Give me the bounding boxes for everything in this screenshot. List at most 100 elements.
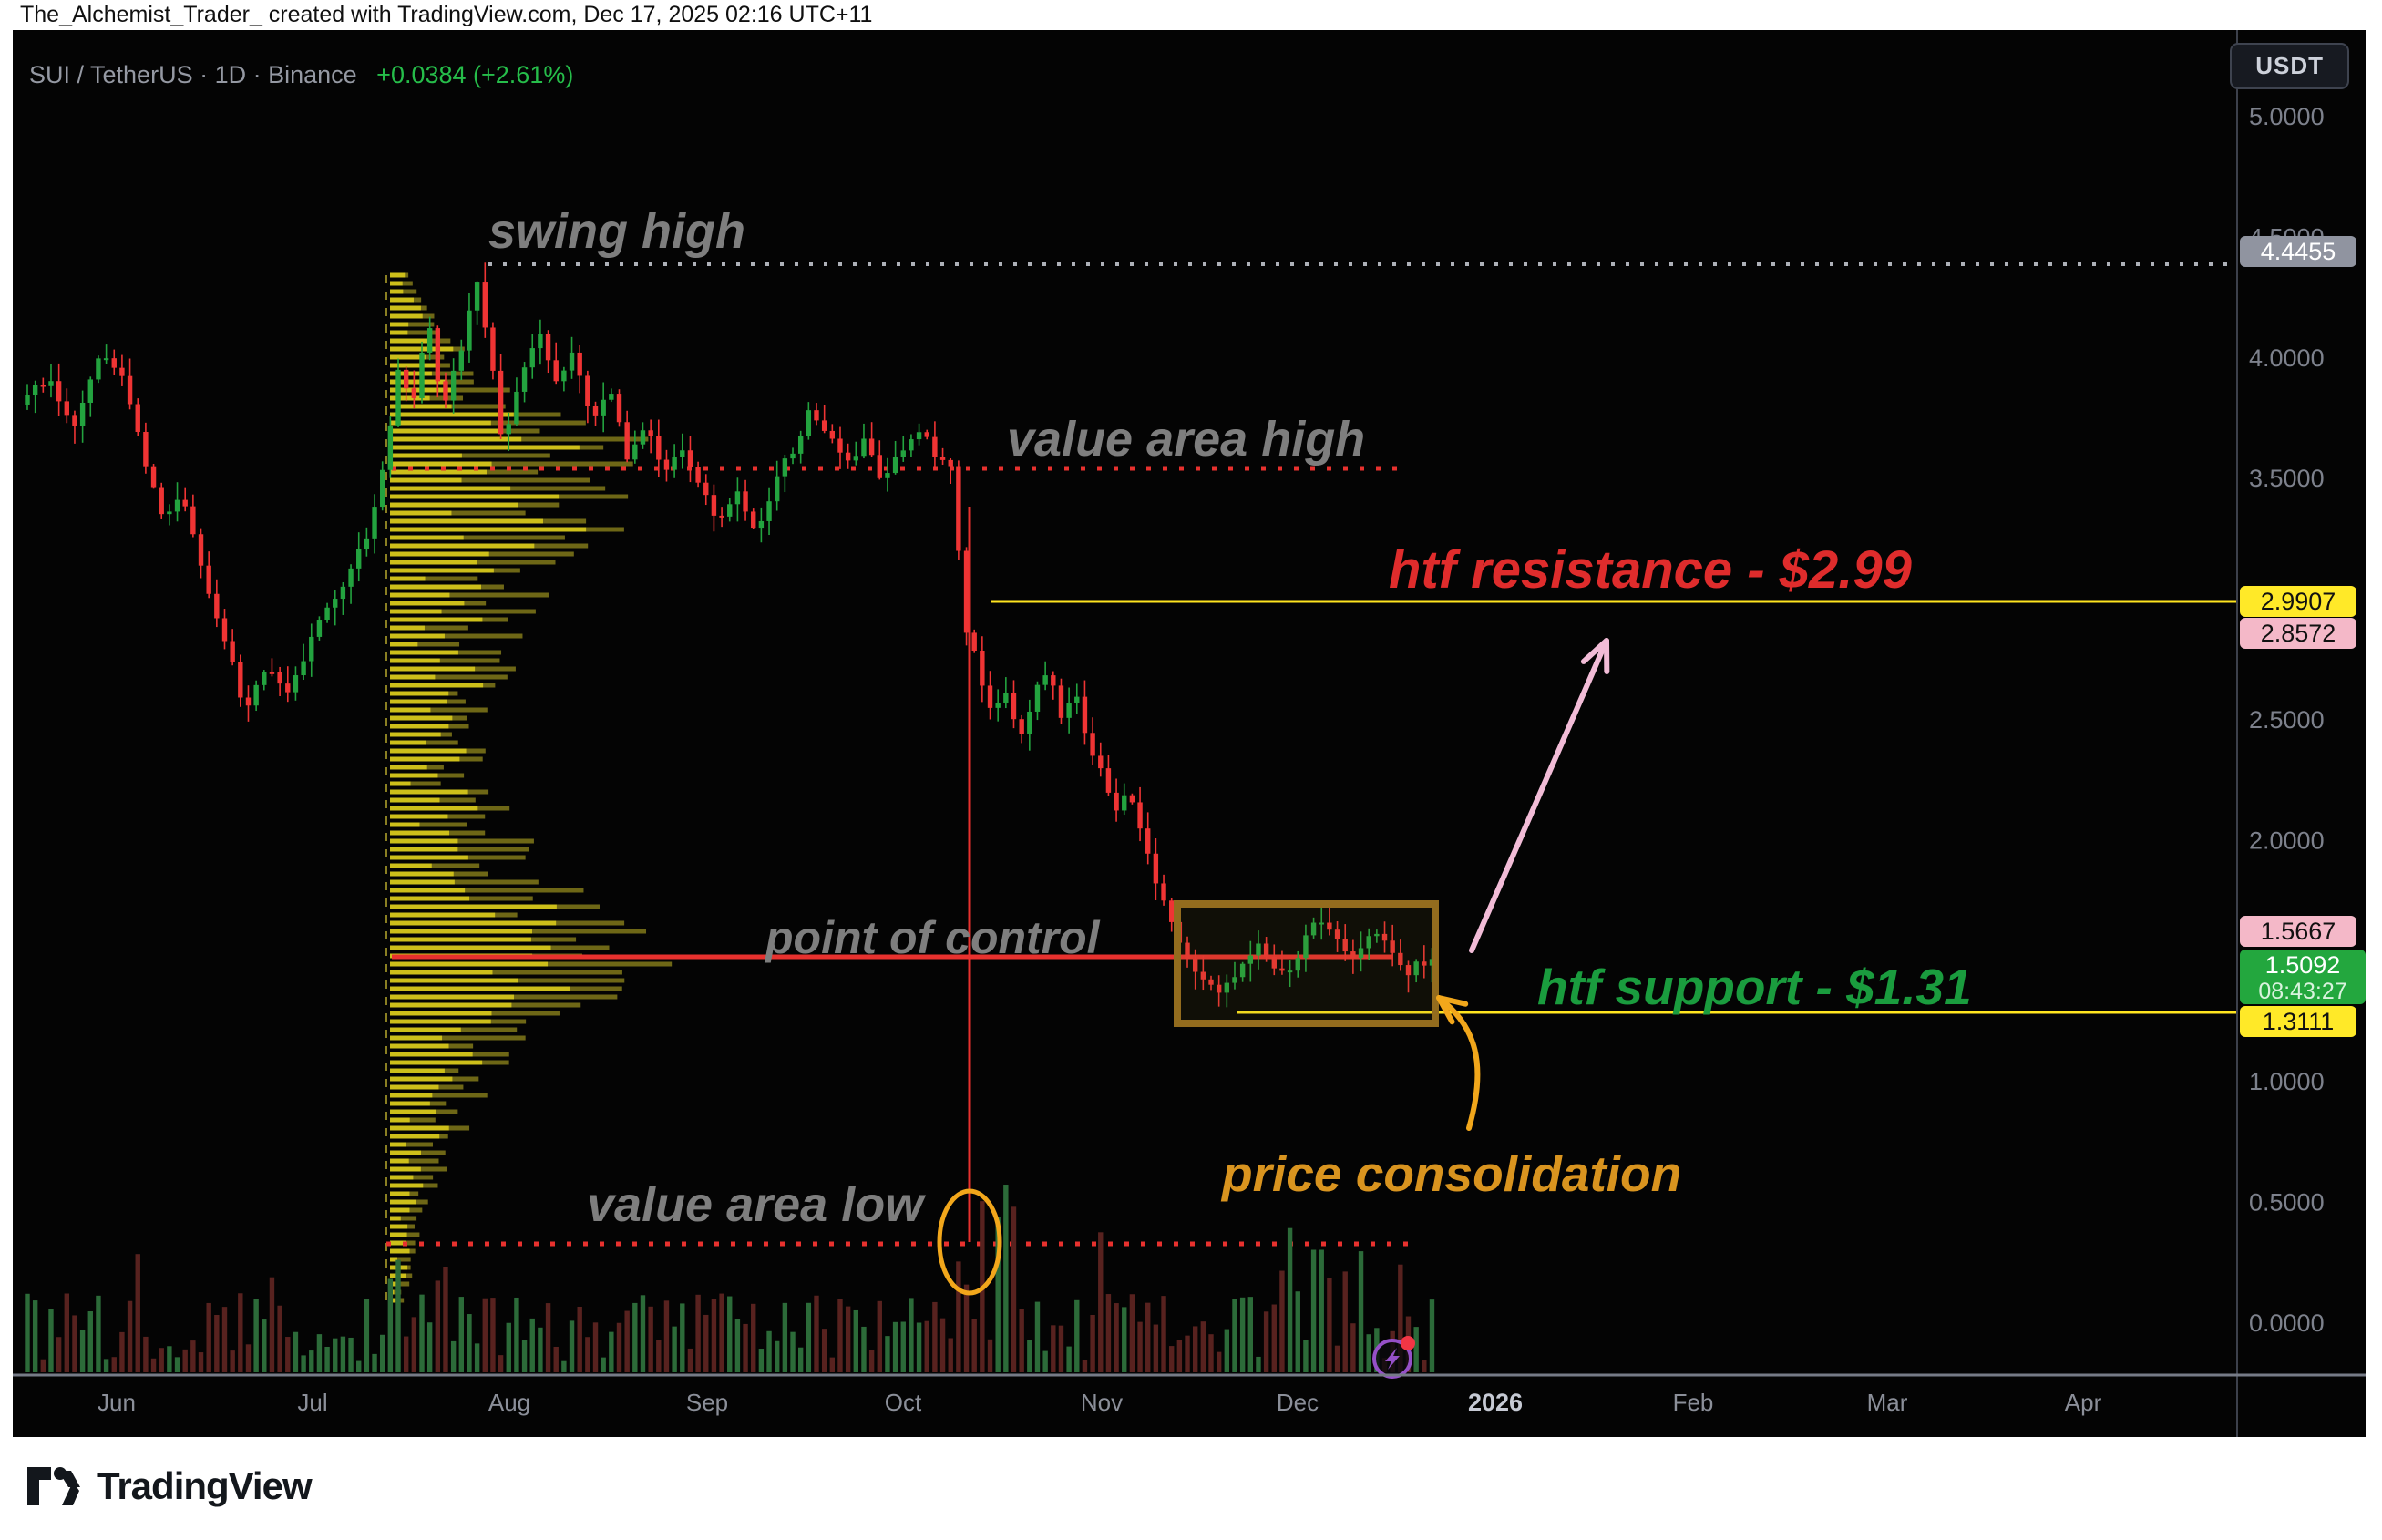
volume-bar (221, 1307, 228, 1372)
volume-bar (490, 1298, 496, 1372)
candle-body (932, 436, 938, 457)
pink-trend-arrow[interactable] (1469, 638, 1609, 953)
volume-profile-row-bright (390, 855, 468, 860)
chart-canvas[interactable]: swing high value area high htf resistance … (13, 30, 2366, 1437)
price-tick-label: 2.0000 (2249, 826, 2325, 854)
volume-bar (403, 1336, 409, 1372)
volume-bar (111, 1357, 117, 1372)
candle-body (1082, 696, 1088, 734)
chart-background[interactable] (13, 30, 2366, 1437)
volume-bar (609, 1331, 614, 1372)
candle-body (829, 430, 836, 439)
volume-profile-row-bright (390, 1093, 433, 1098)
volume-bar (1161, 1296, 1166, 1372)
volume-bar (245, 1344, 252, 1372)
volume-bar (316, 1334, 323, 1372)
price-change: +0.0384 (+2.61%) (376, 61, 574, 88)
volume-profile-row (390, 510, 526, 516)
volume-bar (1176, 1340, 1183, 1372)
volume-profile-row (390, 1142, 433, 1147)
volume-bar (601, 1357, 606, 1372)
volume-bar (324, 1346, 330, 1372)
volume-profile-row-bright (390, 486, 511, 491)
volume-bar (1074, 1299, 1080, 1372)
bar-countdown-text: 08:43:27 (2258, 979, 2346, 1004)
volume-bar (348, 1337, 354, 1372)
volume-profile-row (390, 781, 441, 786)
candle-body (443, 381, 448, 401)
price-consolidation-box[interactable] (1174, 900, 1439, 1027)
swing-high-label: swing high (488, 204, 745, 259)
volume-profile-row-bright (390, 1101, 430, 1106)
volume-bar (380, 1334, 385, 1372)
candle-body (924, 432, 929, 437)
volume-bar (782, 1302, 788, 1372)
support-price-badge-text: 1.3111 (2263, 1008, 2335, 1035)
volume-bar (435, 1280, 441, 1372)
volume-profile-row-bright (390, 929, 532, 934)
candle-body (490, 327, 496, 371)
volume-profile-row-bright (390, 658, 440, 663)
candle-body (198, 534, 204, 566)
volume-bar (1232, 1299, 1237, 1372)
volume-bar (1413, 1327, 1419, 1372)
candle-body (553, 360, 559, 382)
candle-body (640, 430, 646, 445)
currency-toggle-button[interactable]: USDT (2230, 43, 2349, 89)
volume-profile-row (390, 1093, 488, 1098)
volume-profile-row-bright (390, 756, 460, 762)
chart-area[interactable]: swing high value area high htf resistance … (13, 30, 2366, 1437)
volume-bar (1051, 1325, 1056, 1372)
price-consolidation-label: price consolidation (1220, 1145, 1681, 1202)
volume-profile-row-bright (390, 797, 440, 803)
candle-body (1027, 711, 1032, 734)
candle-body (711, 495, 717, 516)
candle-body (206, 565, 211, 594)
volume-profile-row-bright (390, 822, 420, 827)
candle-body (648, 430, 653, 436)
candle-body (1098, 755, 1104, 769)
volume-profile-row-bright (390, 560, 477, 565)
resistance-price-badge-text: 2.9907 (2261, 588, 2336, 615)
volume-bar (932, 1301, 938, 1372)
volume-bar (971, 1319, 977, 1372)
candle-body (853, 456, 858, 461)
volume-bar (182, 1349, 188, 1372)
volume-bar (616, 1322, 622, 1372)
volume-bar (467, 1314, 472, 1372)
candle-body (916, 432, 922, 440)
volume-bar (821, 1329, 827, 1372)
volume-profile-row-bright (390, 699, 447, 704)
volume-bar (719, 1293, 724, 1372)
value-area-low-circle[interactable] (937, 1188, 1002, 1296)
volume-profile-row-bright (390, 354, 426, 360)
tradingview-logo[interactable]: TradingView (26, 1464, 313, 1508)
volume-bar (1327, 1278, 1332, 1372)
volume-profile-row-bright (390, 527, 587, 532)
arrow-start-price-badge-text: 1.5667 (2261, 918, 2336, 945)
volume-bar (640, 1295, 646, 1372)
volume-profile-row (390, 1158, 439, 1164)
orange-curved-arrow[interactable] (1436, 995, 1481, 1131)
candle-body (301, 661, 306, 676)
volume-bar (79, 1330, 86, 1372)
candle-body (1011, 693, 1017, 720)
volume-bar (174, 1357, 180, 1372)
candle-body (333, 599, 338, 608)
candle-body (514, 391, 519, 425)
volume-bar (333, 1338, 338, 1372)
volume-profile-row-bright (390, 404, 452, 409)
volume-profile-row (390, 822, 467, 827)
candle-body (316, 620, 323, 637)
volume-profile-row-bright (390, 1125, 449, 1131)
candle-body (861, 438, 867, 457)
volume-profile-row-bright (390, 1117, 410, 1123)
volume-bar (1034, 1301, 1041, 1372)
candle-body (845, 452, 851, 461)
candle-body (174, 499, 180, 512)
volume-bar (1098, 1232, 1104, 1372)
month-label: Feb (1673, 1389, 1714, 1416)
volume-bar (1019, 1309, 1024, 1372)
volume-profile-row-bright (390, 313, 423, 319)
volume-profile-row-bright (390, 469, 487, 475)
